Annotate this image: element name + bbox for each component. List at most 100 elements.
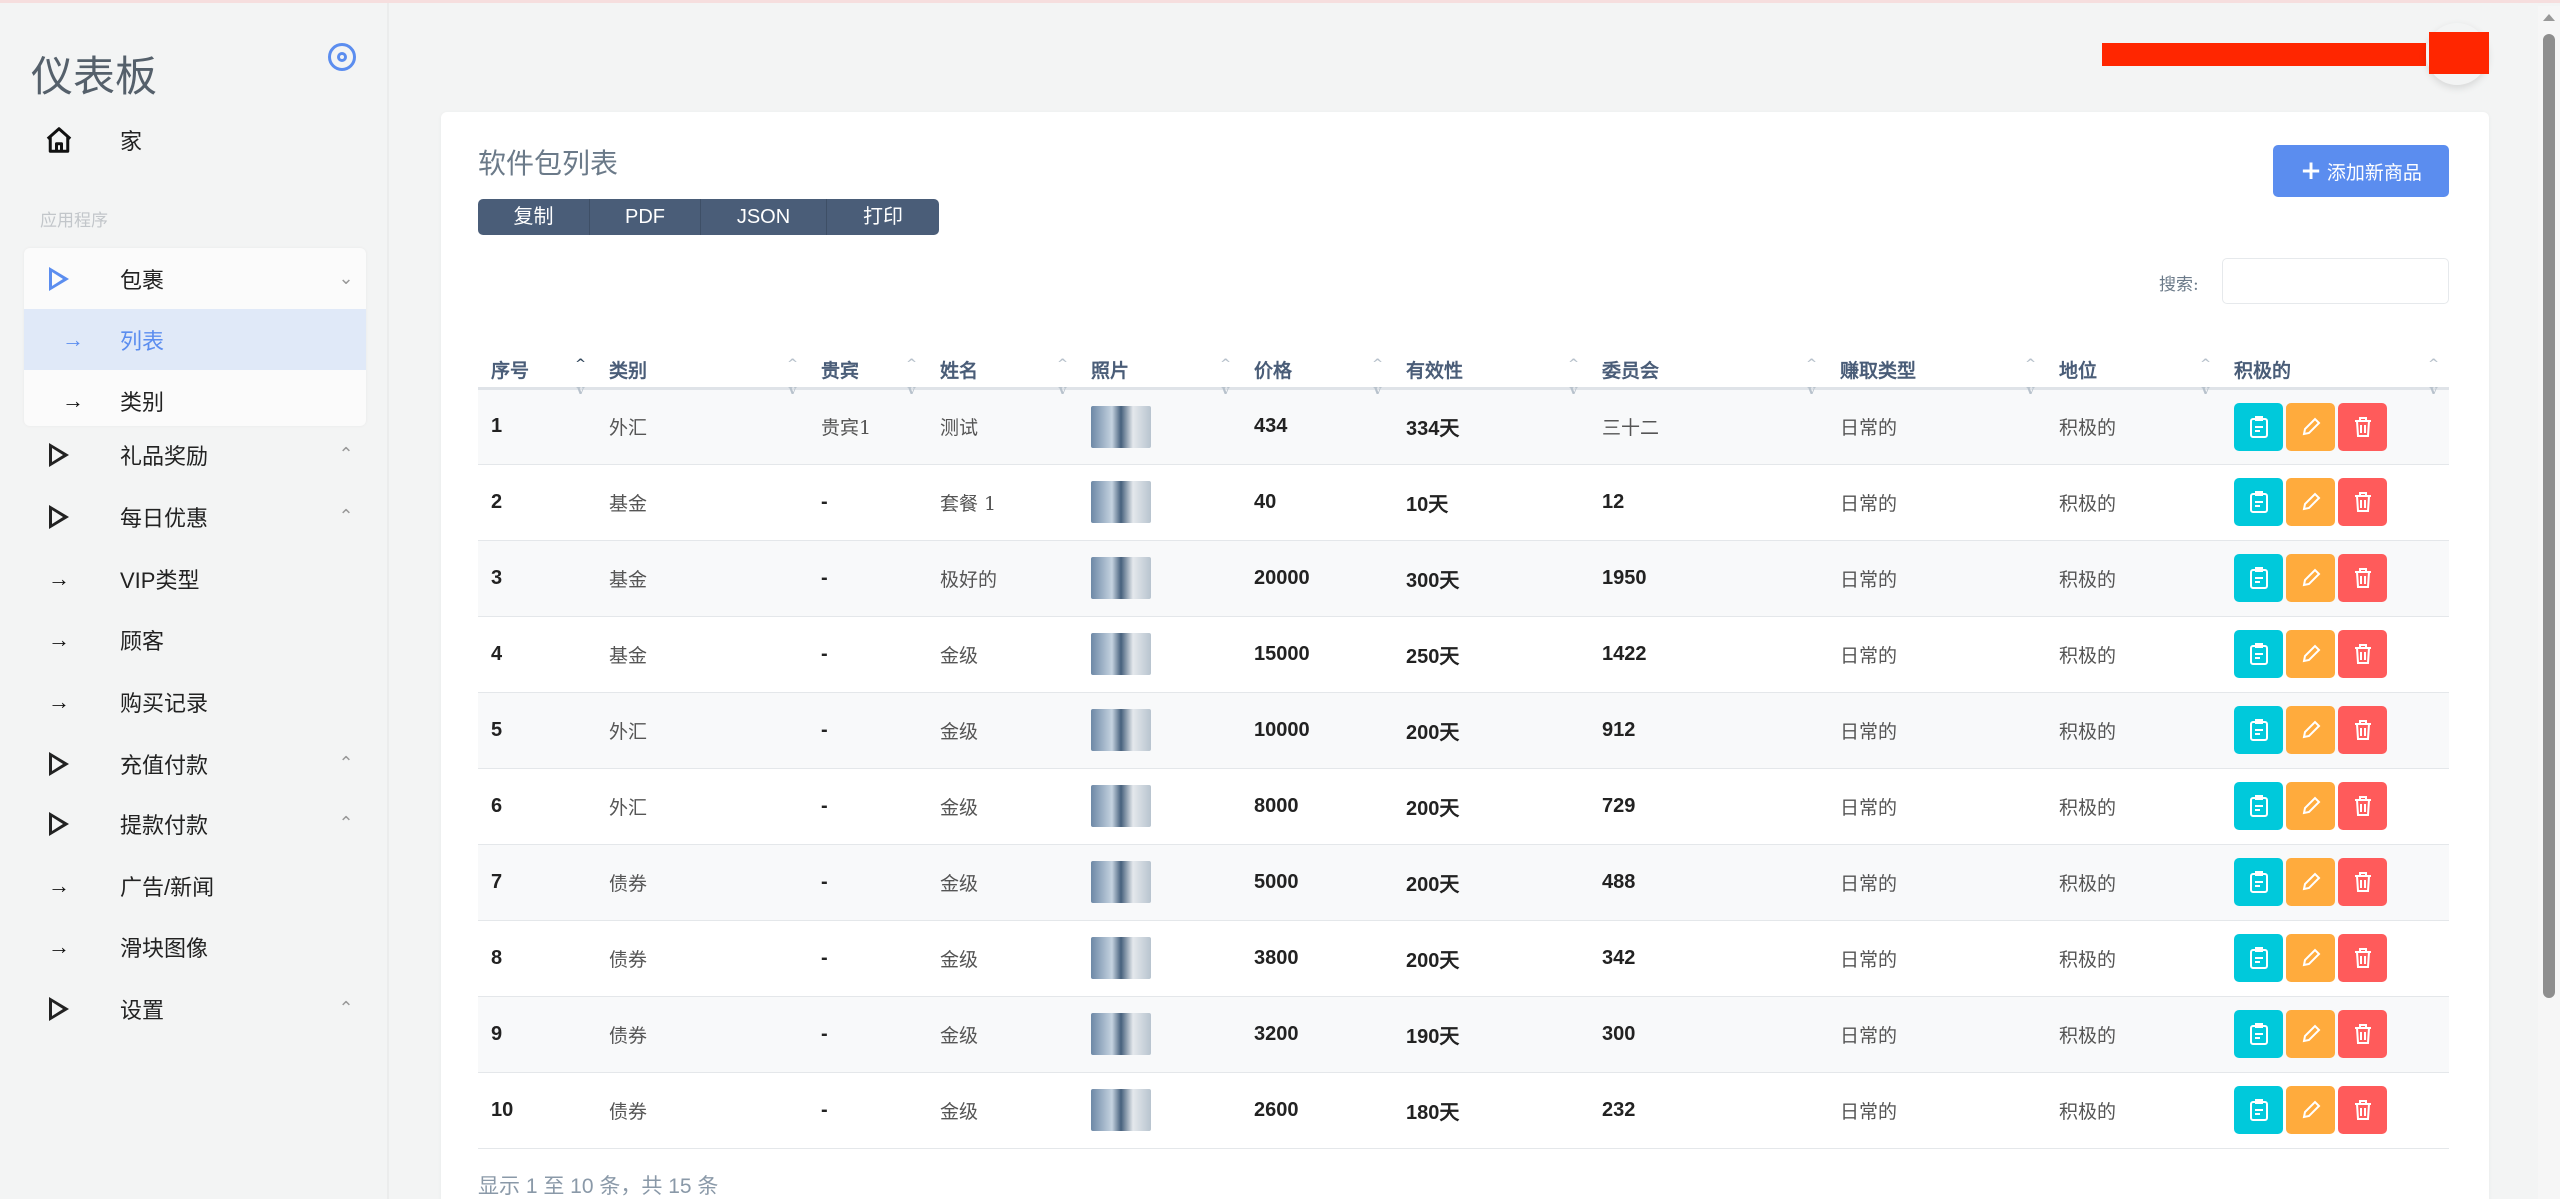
delete-button[interactable] [2338,402,2387,451]
sidebar-item[interactable]: 每日优惠 ⌃ [24,486,366,547]
edit-button[interactable] [2286,554,2335,602]
edit-button[interactable] [2286,478,2335,526]
cell: 1950 [1589,540,1827,617]
delete-button[interactable] [2338,554,2387,602]
edit-button[interactable] [2286,706,2335,754]
sidebar-item[interactable]: 包裹 ⌄ [24,248,366,309]
sidebar-item-home[interactable]: 家 [24,109,366,170]
edit-button[interactable] [2286,1086,2335,1134]
column-header[interactable]: 赚取类型 ^ v [1827,338,2046,398]
cell: - [808,996,927,1073]
view-button[interactable] [2234,782,2283,830]
package-photo [1091,405,1151,448]
package-photo [1091,557,1151,599]
view-button[interactable] [2234,706,2283,754]
sidebar-item[interactable]: 充值付款 ⌃ [24,733,366,794]
sidebar-item[interactable]: → 广告/新闻 [24,855,366,916]
sidebar-item[interactable]: → VIP类型 [24,548,366,609]
edit-button[interactable] [2286,934,2335,982]
edit-button[interactable] [2286,1010,2335,1058]
json-button[interactable]: JSON [701,199,827,235]
search-input[interactable] [2222,258,2449,304]
cell: 488 [1589,844,1827,921]
scrollbar[interactable] [2538,6,2560,1199]
play-icon [34,504,84,529]
view-button[interactable] [2234,630,2283,678]
package-photo [1091,861,1151,903]
column-header[interactable]: 有效性 ^ v [1393,338,1589,398]
view-button[interactable] [2234,1010,2283,1058]
column-header[interactable]: 类别 ^ v [596,338,808,398]
pencil-icon [2302,948,2320,967]
cell: 334天 [1393,388,1589,465]
column-header[interactable]: 价格 ^ v [1241,338,1393,398]
pencil-icon [2302,492,2320,511]
column-header[interactable]: 姓名 ^ v [927,338,1078,398]
sidebar-item[interactable]: → 顾客 [24,609,366,670]
sidebar-item[interactable]: → 列表 [24,309,366,370]
play-icon [34,751,84,776]
table-row: 10 债券 - 金级 2600 180天 232 日常的 积极的 [478,1072,2449,1149]
sort-icon: ^ v [906,357,917,398]
cell: 10000 [1241,692,1393,769]
view-button[interactable] [2234,478,2283,526]
sidebar-item[interactable]: 设置 ⌃ [24,978,366,1039]
scroll-up-icon[interactable] [2543,14,2555,21]
sidebar-item[interactable]: → 购买记录 [24,671,366,732]
package-photo [1091,481,1151,523]
copy-button[interactable]: 复制 [478,199,590,235]
cell: 极好的 [927,540,1078,617]
column-header[interactable]: 委员会 ^ v [1589,338,1827,398]
sidebar-item[interactable]: 提款付款 ⌃ [24,793,366,854]
package-photo [1091,785,1151,827]
arrow-right-icon: → [48,933,70,959]
sidebar-toggle-icon[interactable] [328,43,356,71]
delete-button[interactable] [2338,1010,2387,1058]
view-button[interactable] [2234,1086,2283,1134]
delete-button[interactable] [2338,630,2387,678]
add-new-item-button[interactable]: + 添加新商品 [2273,145,2449,197]
sidebar-item[interactable]: 礼品奖励 ⌃ [24,424,366,485]
cell: 外汇 [596,692,808,769]
delete-button[interactable] [2338,858,2387,906]
column-header[interactable]: 积极的 ^ v [2221,338,2449,398]
cell: - [808,920,927,997]
clipboard-icon [2249,491,2268,513]
home-icon [34,125,84,155]
print-button[interactable]: 打印 [863,206,903,228]
cell: - [808,692,927,769]
cell: 积极的 [2046,996,2221,1073]
sidebar: 仪表板 家 应用程序 包裹 ⌄ → 列表 → 类别 礼品奖励 ⌃ 每日优惠 ⌃ → VIP类型 → 顾客 →… [0,3,389,1199]
column-header[interactable]: 贵宾 ^ v [808,338,927,398]
edit-button[interactable] [2286,630,2335,678]
cell: 3200 [1241,996,1393,1073]
column-header[interactable]: 地位 ^ v [2046,338,2221,398]
cell: 套餐 1 [927,464,1078,541]
plus-icon: + [2300,156,2322,186]
edit-button[interactable] [2286,782,2335,830]
view-button[interactable] [2234,858,2283,906]
edit-button[interactable] [2286,402,2335,451]
view-button[interactable] [2234,554,2283,602]
sidebar-item[interactable]: → 滑块图像 [24,916,366,977]
sidebar-item[interactable]: → 类别 [24,370,366,431]
delete-button[interactable] [2338,934,2387,982]
column-header[interactable]: 照片 ^ v [1078,338,1241,398]
delete-button[interactable] [2338,478,2387,526]
edit-button[interactable] [2286,858,2335,906]
scrollbar-thumb[interactable] [2543,34,2555,998]
arrow-right-icon: → [62,387,84,413]
cell: 基金 [596,540,808,617]
delete-button[interactable] [2338,706,2387,754]
cell: 342 [1589,920,1827,997]
cell: - [808,844,927,921]
cell: 基金 [596,464,808,541]
pdf-button[interactable]: PDF [590,199,701,235]
sort-icon: ^ v [1057,357,1068,398]
cell: 外汇 [596,388,808,465]
column-header[interactable]: 序号 ^ v [478,338,596,398]
view-button[interactable] [2234,934,2283,982]
delete-button[interactable] [2338,1086,2387,1134]
view-button[interactable] [2234,402,2283,451]
delete-button[interactable] [2338,782,2387,830]
